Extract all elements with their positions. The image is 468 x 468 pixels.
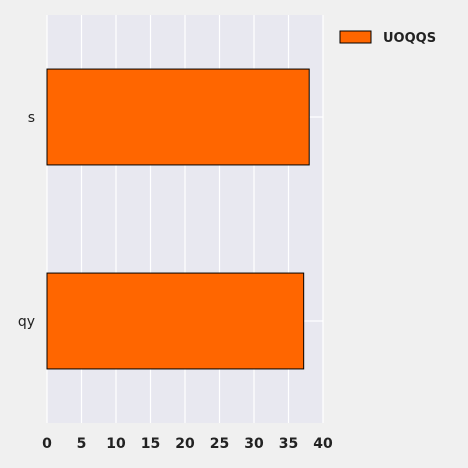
category-label: s [28,110,35,126]
x-tick-label: 35 [279,436,298,452]
x-tick-label: 25 [210,436,229,452]
category-label: qy [18,314,35,330]
legend-label: UOQQS [383,31,436,46]
x-tick-label: 10 [106,436,126,452]
legend: UOQQS [339,30,436,46]
legend-swatch [339,30,372,44]
x-tick-label: 0 [42,436,52,452]
bar-qy [46,272,305,370]
x-tick-label: 15 [141,436,160,452]
x-tick-labels: 0 5 10 15 20 25 30 35 40 [42,436,333,452]
x-tick-label: 30 [244,436,264,452]
bar-s [46,68,310,166]
bars [46,68,310,370]
x-tick-label: 20 [175,436,195,452]
category-labels: s qy [18,110,35,330]
x-tick-label: 5 [77,436,87,452]
x-tick-label: 40 [313,436,333,452]
